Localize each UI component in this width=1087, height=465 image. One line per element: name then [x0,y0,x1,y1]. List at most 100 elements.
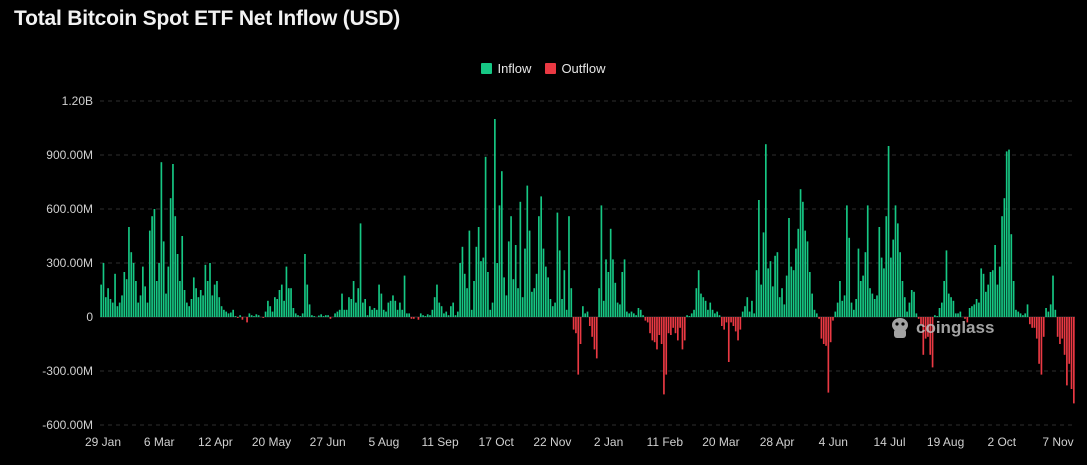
inflow-bar[interactable] [176,254,179,317]
inflow-bar[interactable] [991,270,994,317]
inflow-bar[interactable] [211,295,214,317]
outflow-bar[interactable] [727,317,730,362]
inflow-bar[interactable] [869,288,871,317]
outflow-bar[interactable] [236,317,239,318]
inflow-bar[interactable] [540,196,543,317]
inflow-bar[interactable] [454,315,457,317]
inflow-bar[interactable] [225,311,228,317]
inflow-bar[interactable] [257,315,260,317]
inflow-bar[interactable] [531,291,533,317]
outflow-bar[interactable] [1070,317,1073,389]
inflow-bar[interactable] [639,309,642,317]
inflow-bar[interactable] [748,311,751,317]
outflow-bar[interactable] [927,317,929,337]
inflow-bar[interactable] [776,252,779,317]
inflow-bar[interactable] [623,259,626,317]
inflow-bar[interactable] [878,227,881,317]
outflow-bar[interactable] [737,317,739,341]
inflow-bar[interactable] [998,266,1001,317]
inflow-bar[interactable] [753,313,756,317]
inflow-bar[interactable] [297,315,299,317]
outflow-bar[interactable] [827,317,830,393]
inflow-bar[interactable] [876,295,878,317]
inflow-bar[interactable] [364,299,367,317]
inflow-bar[interactable] [957,313,959,317]
inflow-bar[interactable] [276,299,278,317]
inflow-bar[interactable] [456,311,459,317]
inflow-bar[interactable] [718,315,721,317]
inflow-bar[interactable] [862,275,864,317]
inflow-bar[interactable] [602,300,605,317]
inflow-bar[interactable] [758,200,760,317]
inflow-bar[interactable] [910,290,913,317]
inflow-bar[interactable] [635,315,637,317]
outflow-bar[interactable] [1061,317,1064,339]
inflow-bar[interactable] [883,268,885,317]
inflow-bar[interactable] [873,299,876,317]
inflow-bar[interactable] [994,245,996,317]
inflow-bar[interactable] [440,306,443,317]
inflow-bar[interactable] [790,266,793,317]
inflow-bar[interactable] [524,248,526,317]
outflow-bar[interactable] [417,317,420,320]
inflow-bar[interactable] [813,309,816,317]
outflow-bar[interactable] [917,317,920,319]
inflow-bar[interactable] [746,297,749,317]
inflow-bar[interactable] [426,314,429,317]
inflow-bar[interactable] [158,263,160,317]
inflow-bar[interactable] [389,300,392,317]
inflow-bar[interactable] [162,241,165,317]
inflow-bar[interactable] [447,315,450,317]
inflow-bar[interactable] [306,284,309,317]
inflow-bar[interactable] [836,302,839,317]
inflow-bar[interactable] [139,295,142,317]
inflow-bar[interactable] [885,216,888,317]
inflow-bar[interactable] [403,275,406,317]
outflow-bar[interactable] [410,317,413,319]
inflow-bar[interactable] [128,227,130,317]
outflow-bar[interactable] [832,317,834,321]
inflow-bar[interactable] [452,302,455,317]
inflow-bar[interactable] [788,218,790,317]
inflow-bar[interactable] [401,309,404,317]
inflow-bar[interactable] [385,311,387,317]
legend-item-outflow[interactable]: Outflow [545,61,606,76]
inflow-bar[interactable] [494,119,496,317]
inflow-bar[interactable] [799,189,802,317]
inflow-bar[interactable] [533,288,536,317]
inflow-bar[interactable] [901,281,904,317]
outflow-bar[interactable] [649,317,651,334]
outflow-bar[interactable] [739,317,742,330]
inflow-bar[interactable] [264,311,267,317]
inflow-bar[interactable] [1017,311,1020,317]
inflow-bar[interactable] [744,306,746,317]
inflow-bar[interactable] [470,309,473,317]
inflow-bar[interactable] [934,315,936,317]
inflow-bar[interactable] [1015,309,1017,317]
inflow-bar[interactable] [137,302,140,317]
inflow-bar[interactable] [855,299,857,317]
outflow-bar[interactable] [572,317,575,330]
inflow-bar[interactable] [130,252,133,317]
inflow-bar[interactable] [285,266,288,317]
inflow-bar[interactable] [445,311,448,317]
inflow-bar[interactable] [704,300,707,317]
inflow-bar[interactable] [1045,308,1047,317]
inflow-bar[interactable] [764,144,767,317]
inflow-bar[interactable] [135,281,137,317]
inflow-bar[interactable] [213,284,216,317]
outflow-bar[interactable] [670,317,672,335]
inflow-bar[interactable] [947,293,950,317]
inflow-bar[interactable] [153,209,156,317]
inflow-bar[interactable] [477,227,480,317]
inflow-bar[interactable] [373,308,376,317]
inflow-bar[interactable] [700,293,702,317]
inflow-bar[interactable] [318,315,320,317]
outflow-bar[interactable] [679,317,681,328]
inflow-bar[interactable] [626,311,628,317]
inflow-bar[interactable] [952,300,955,317]
outflow-bar[interactable] [653,317,656,343]
inflow-bar[interactable] [375,309,378,317]
inflow-bar[interactable] [362,302,364,317]
inflow-bar[interactable] [165,293,167,317]
